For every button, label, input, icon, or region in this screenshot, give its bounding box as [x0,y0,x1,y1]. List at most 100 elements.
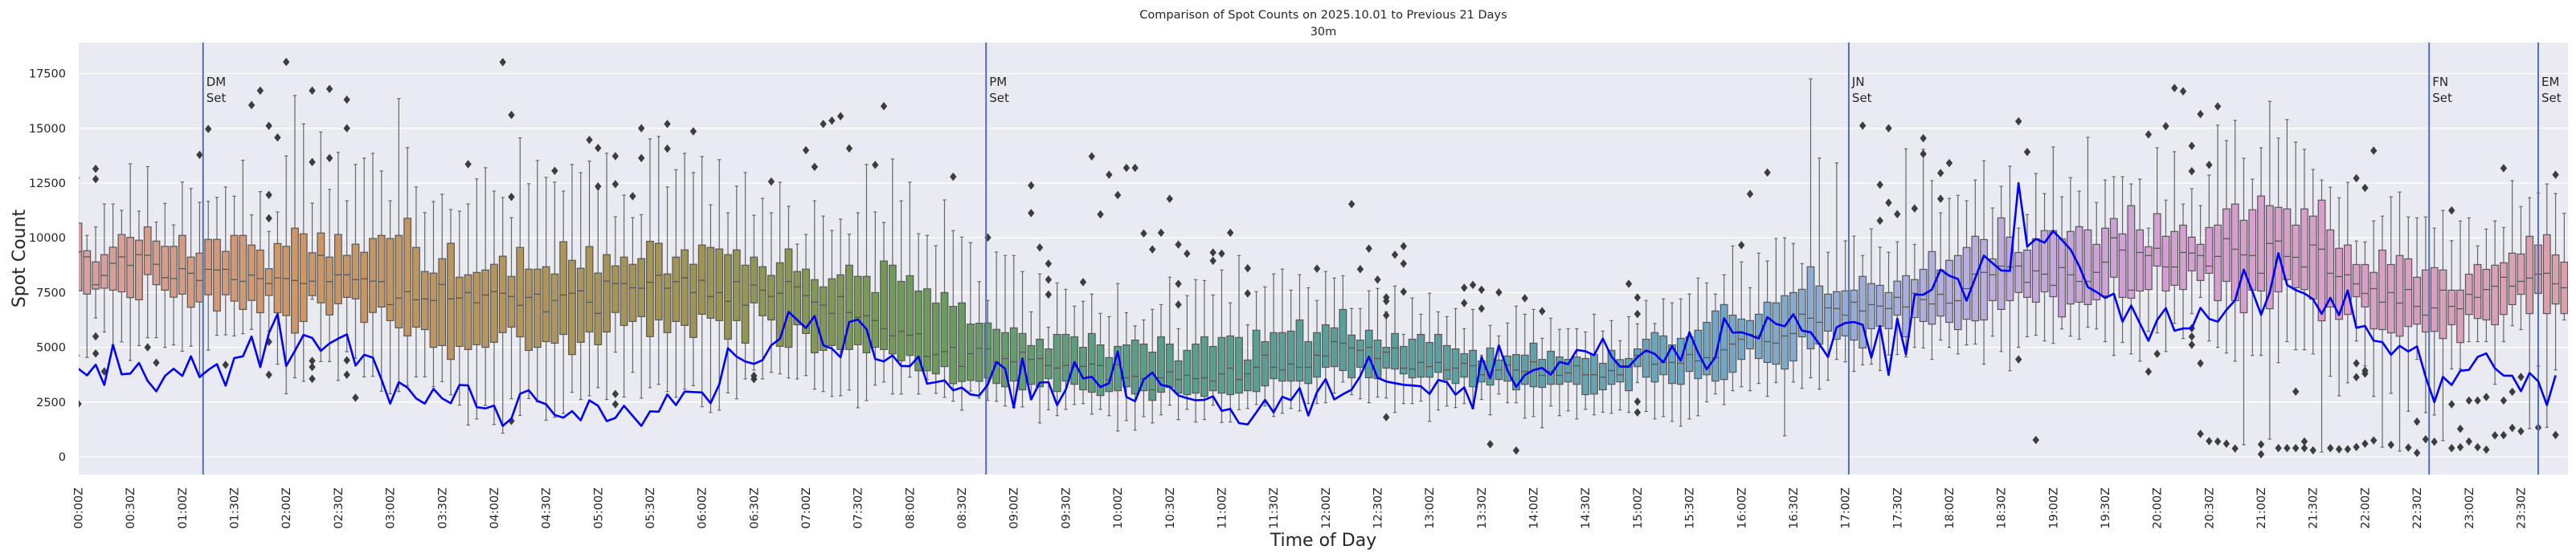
box-body [1962,246,1971,320]
box-body [1520,354,1529,385]
box-body [2257,195,2265,292]
box-277 [2473,245,2482,343]
outlier-point [1945,158,1953,168]
box-body [213,238,221,312]
outlier-point [1634,293,1642,302]
chart-subtitle: 30m [1310,26,1337,39]
box-8 [143,165,152,339]
box-196 [1772,238,1781,384]
outlier-point [1175,279,1182,288]
outlier-point [638,124,645,133]
outlier-point [638,153,645,163]
x-tick-label: 17:30Z [1891,487,1904,529]
box-body [2067,230,2075,305]
outlier-point [2456,442,2464,452]
outlier-point [1131,163,1139,173]
outlier-point [2327,443,2334,453]
y-tick-label: 7500 [36,287,66,299]
outlier-point [343,370,350,379]
box-60 [594,189,603,389]
outlier-point [1114,190,1122,200]
box-177 [1607,320,1616,414]
box-281 [2508,180,2517,327]
box-body [239,234,247,311]
box-body [1945,259,1953,324]
box-body [438,258,447,347]
outlier-point [2015,355,2022,364]
boxes [79,78,2568,453]
box-47 [481,167,490,406]
box-body [1252,329,1261,393]
box-53 [533,160,542,403]
box-73 [706,204,715,413]
x-tick-label: 17:00Z [1840,487,1853,529]
x-tick-label: 19:30Z [2100,487,2112,529]
box-116 [1079,300,1087,405]
box-body [1192,343,1200,394]
x-tick-label: 12:00Z [1320,487,1333,529]
box-body [1105,356,1114,393]
box-body [619,256,628,326]
box-287 [2560,213,2568,321]
box-body [247,244,256,301]
box-body [1469,349,1477,388]
box-206 [1858,255,1867,366]
box-body [585,246,594,333]
outlier-point [1478,304,1486,313]
box-body [1278,332,1286,382]
box-174 [1581,331,1590,410]
outlier-point [2222,439,2230,448]
box-body [420,271,429,331]
box-141 [1295,274,1304,412]
outlier-point [595,144,602,153]
outlier-point [2500,430,2508,440]
box-body [1512,354,1520,391]
box-body [758,266,767,316]
outlier-point [1521,294,1528,303]
box-183 [1659,298,1668,417]
box-41 [429,201,438,388]
box-body [2386,263,2395,334]
outlier-point [283,57,290,67]
box-body [377,234,386,308]
box-286 [2551,193,2560,371]
box-35 [377,170,386,392]
box-140 [1286,289,1295,409]
outlier-point [1937,169,1944,177]
box-81 [775,181,784,375]
box-body [2230,203,2239,302]
box-body [681,249,689,326]
box-body [2456,289,2464,344]
outlier-point [196,150,203,160]
outlier-point [2431,437,2438,446]
x-tick-label: 05:00Z [592,487,605,529]
box-232 [2083,136,2092,328]
box-125 [1157,303,1165,416]
box-body [161,246,170,291]
box-234 [2101,179,2109,343]
box-282 [2517,206,2525,331]
box-body [516,246,525,338]
box-128 [1183,295,1192,410]
outlier-point [2188,340,2196,349]
box-body [1781,295,1789,370]
box-body [1295,319,1304,382]
box-body [152,240,161,286]
box-176 [1598,330,1607,413]
box-body [983,322,992,379]
box-body [888,264,897,355]
outlier-point [1383,293,1390,302]
box-131 [1208,294,1217,406]
box-body [1286,330,1295,382]
outlier-point [2456,424,2464,434]
box-body [100,254,108,289]
box-body [914,290,923,372]
box-body [2049,230,2058,298]
box-body [2352,263,2361,298]
outlier-point [1079,278,1087,287]
outlier-point [2344,445,2352,454]
box-29 [325,189,334,362]
box-body [923,288,931,372]
outlier-point [92,348,100,358]
box-body [828,278,836,347]
